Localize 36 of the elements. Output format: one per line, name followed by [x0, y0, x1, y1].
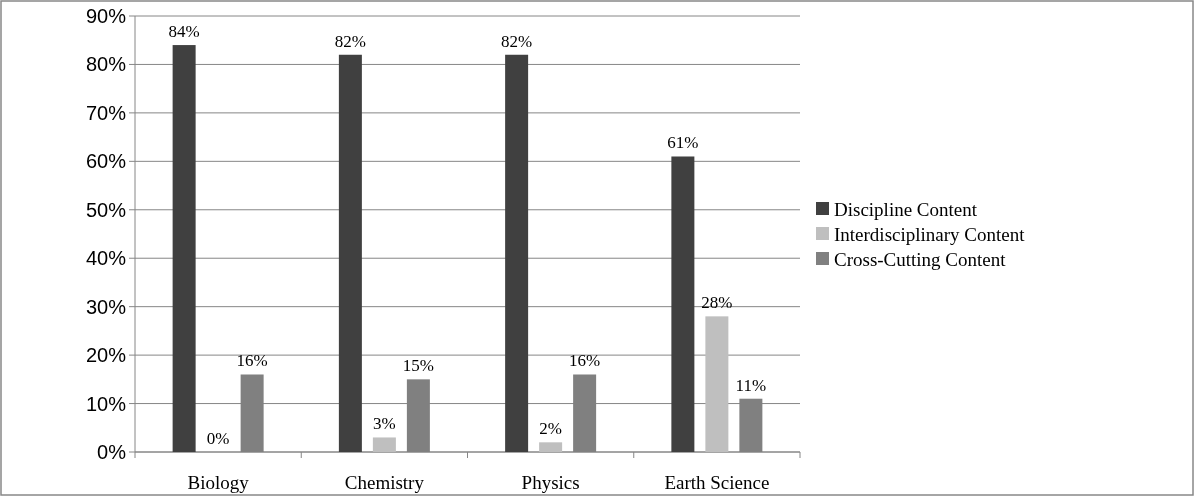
y-tick-label: 30% — [85, 295, 127, 318]
x-tick-label: Physics — [521, 472, 580, 493]
legend-label: Interdisciplinary Content — [834, 223, 1026, 245]
data-label: 3% — [373, 414, 396, 434]
data-label: 2% — [539, 419, 562, 439]
x-tick-label: Earth Science — [664, 472, 770, 493]
y-tick-label: 10% — [85, 392, 127, 415]
y-tick-label: 20% — [85, 344, 127, 367]
data-label: 16% — [236, 351, 268, 371]
data-label: 16% — [569, 351, 601, 371]
y-tick-label: 50% — [85, 198, 127, 221]
data-label: 82% — [334, 31, 366, 51]
x-tick-label: Chemistry — [344, 472, 425, 493]
bar — [539, 442, 563, 452]
legend-label: Cross-Cutting Content — [834, 248, 1007, 270]
bar — [505, 54, 529, 452]
legend-label: Discipline Content — [834, 198, 978, 220]
data-label: 0% — [206, 429, 230, 448]
data-label: 82% — [501, 31, 533, 51]
data-label: 61% — [667, 133, 699, 153]
y-tick-label: 70% — [85, 101, 127, 124]
data-label: 28% — [701, 293, 733, 313]
y-tick-label: 90% — [85, 5, 127, 27]
bar — [705, 316, 729, 452]
y-tick-label: 60% — [85, 150, 127, 173]
x-tick-label: Biology — [187, 472, 250, 493]
data-label: 15% — [402, 356, 434, 376]
bar — [671, 156, 695, 452]
bar — [372, 437, 396, 452]
y-tick-label: 40% — [85, 247, 127, 270]
y-tick-label: 80% — [85, 53, 127, 76]
data-label: 84% — [168, 22, 200, 42]
data-label: 11% — [735, 375, 767, 395]
bar — [338, 54, 362, 452]
bar — [172, 45, 196, 452]
y-tick-label: 0% — [97, 441, 127, 463]
